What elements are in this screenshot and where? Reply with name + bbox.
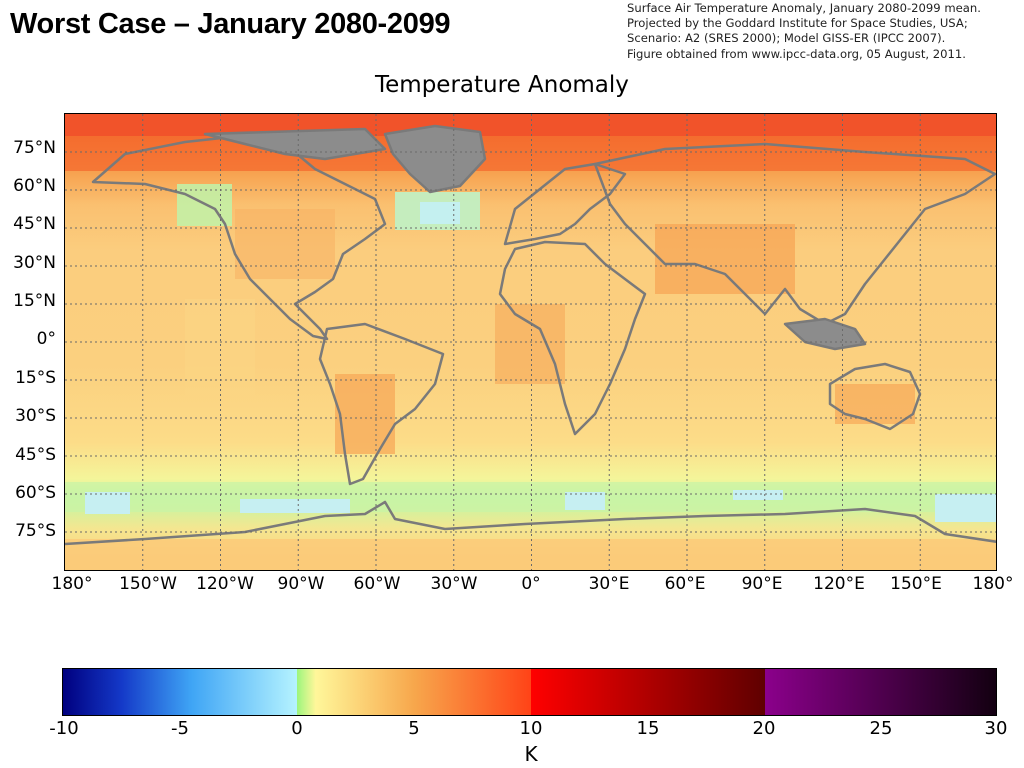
- colorbar: [62, 668, 997, 716]
- greenland: [383, 124, 487, 194]
- colorbar-unit-label: K: [524, 742, 538, 766]
- lat-tick-60n: 60°N: [13, 176, 56, 196]
- australia-warm: [835, 384, 915, 424]
- asia-coast: [593, 142, 996, 326]
- lon-tick-180e: 180°: [972, 574, 1014, 594]
- colorbar-tick: -5: [171, 718, 189, 739]
- lat-tick-75s: 75°S: [15, 521, 56, 541]
- lon-tick-30e: 30°E: [588, 574, 630, 594]
- north-america-warm: [235, 209, 335, 279]
- credits-line: Surface Air Temperature Anomaly, January…: [627, 1, 981, 15]
- colorbar-segment-cold: [63, 669, 297, 715]
- south-america-coast: [318, 322, 445, 486]
- lon-tick-90e: 90°E: [741, 574, 783, 594]
- antarctica-coast: [65, 500, 996, 546]
- colorbar-segment-hot: [531, 669, 765, 715]
- southern-cold-spot-4: [733, 490, 783, 500]
- world-map-svg: [65, 114, 996, 570]
- lon-tick-120e: 120°E: [813, 574, 865, 594]
- lon-tick-60w: 60°W: [353, 574, 401, 594]
- lat-tick-75n: 75°N: [13, 138, 56, 158]
- southern-ocean-cool-band: [65, 482, 996, 512]
- lat-tick-45s: 45°S: [15, 445, 56, 465]
- colorbar-gradient: [63, 669, 996, 715]
- lon-tick-150w: 150°W: [119, 574, 177, 594]
- africa-warm: [495, 304, 565, 384]
- credits-line: Scenario: A2 (SRES 2000); Model GISS-ER …: [627, 31, 946, 46]
- australia-coast: [828, 362, 922, 431]
- colorbar-tick: 20: [752, 718, 776, 739]
- colorbar-tick: 0: [291, 718, 303, 739]
- credits-caption: Surface Air Temperature Anomaly, January…: [627, 1, 1022, 62]
- asia-warm: [655, 224, 795, 294]
- colorbar-tick: 15: [636, 718, 660, 739]
- lon-tick-0: 0°: [521, 574, 541, 594]
- map-title: Temperature Anomaly: [375, 72, 629, 98]
- colorbar-segment-warm: [297, 669, 531, 715]
- colorbar-tick: 10: [519, 718, 543, 739]
- lat-tick-15s: 15°S: [15, 368, 56, 388]
- lon-tick-150e: 150°E: [890, 574, 942, 594]
- north-atlantic-cold-spot: [420, 202, 460, 224]
- lon-tick-120w: 120°W: [196, 574, 254, 594]
- southern-cold-spot-1: [85, 492, 130, 514]
- lat-tick-45n: 45°N: [13, 214, 56, 234]
- africa-coast: [498, 240, 647, 436]
- lat-tick-60s: 60°S: [15, 483, 56, 503]
- lon-tick-30w: 30°W: [430, 574, 478, 594]
- graticule: [65, 114, 996, 570]
- southern-cold-spot-5: [935, 494, 996, 522]
- slide-title: Worst Case – January 2080-2099: [10, 8, 451, 40]
- colorbar-tick: 25: [869, 718, 893, 739]
- southern-cold-spot-3: [565, 492, 605, 510]
- southern-cold-spot-2: [240, 499, 350, 513]
- lat-tick-30s: 30°S: [15, 406, 56, 426]
- colorbar-tick: 5: [408, 718, 420, 739]
- temperature-anomaly-map: [64, 113, 997, 571]
- europe-coast: [503, 162, 627, 246]
- colorbar-segment-extreme: [765, 669, 996, 715]
- credits-line: Projected by the Goddard Institute for S…: [627, 16, 968, 31]
- lat-tick-15n: 15°N: [13, 291, 56, 311]
- maritime-asia: [783, 317, 867, 351]
- credits-line: Figure obtained from www.ipcc-data.org, …: [627, 46, 966, 61]
- lon-tick-180w: 180°: [51, 574, 93, 594]
- colorbar-tick: 30: [984, 718, 1008, 739]
- colorbar-tick: -10: [49, 718, 79, 739]
- lon-tick-60e: 60°E: [664, 574, 706, 594]
- lat-tick-0: 0°: [36, 329, 56, 349]
- lon-tick-90w: 90°W: [277, 574, 325, 594]
- lat-tick-30n: 30°N: [13, 253, 56, 273]
